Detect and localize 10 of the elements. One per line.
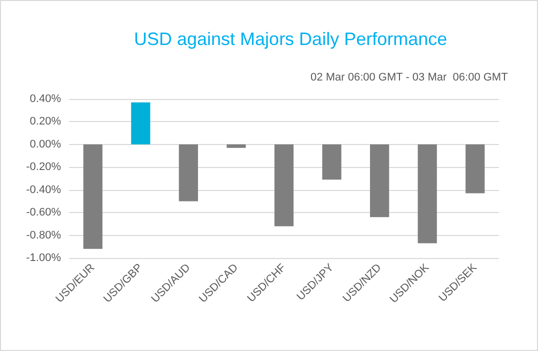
y-tick-label: -0.40% — [26, 184, 62, 196]
y-tick-label: -1.00% — [26, 252, 62, 264]
y-tick-label: 0.40% — [30, 93, 62, 105]
y-tick-label: 0.20% — [30, 116, 62, 128]
chart-subtitle: 02 Mar 06:00 GMT - 03 Mar 06:00 GMT — [310, 72, 508, 84]
y-tick-label: 0.00% — [30, 138, 62, 150]
chart-title: USD against Majors Daily Performance — [134, 29, 448, 49]
y-tick-label: -0.60% — [26, 206, 62, 219]
y-tick-label: -0.80% — [26, 229, 62, 242]
y-tick-label: -0.20% — [26, 161, 62, 174]
